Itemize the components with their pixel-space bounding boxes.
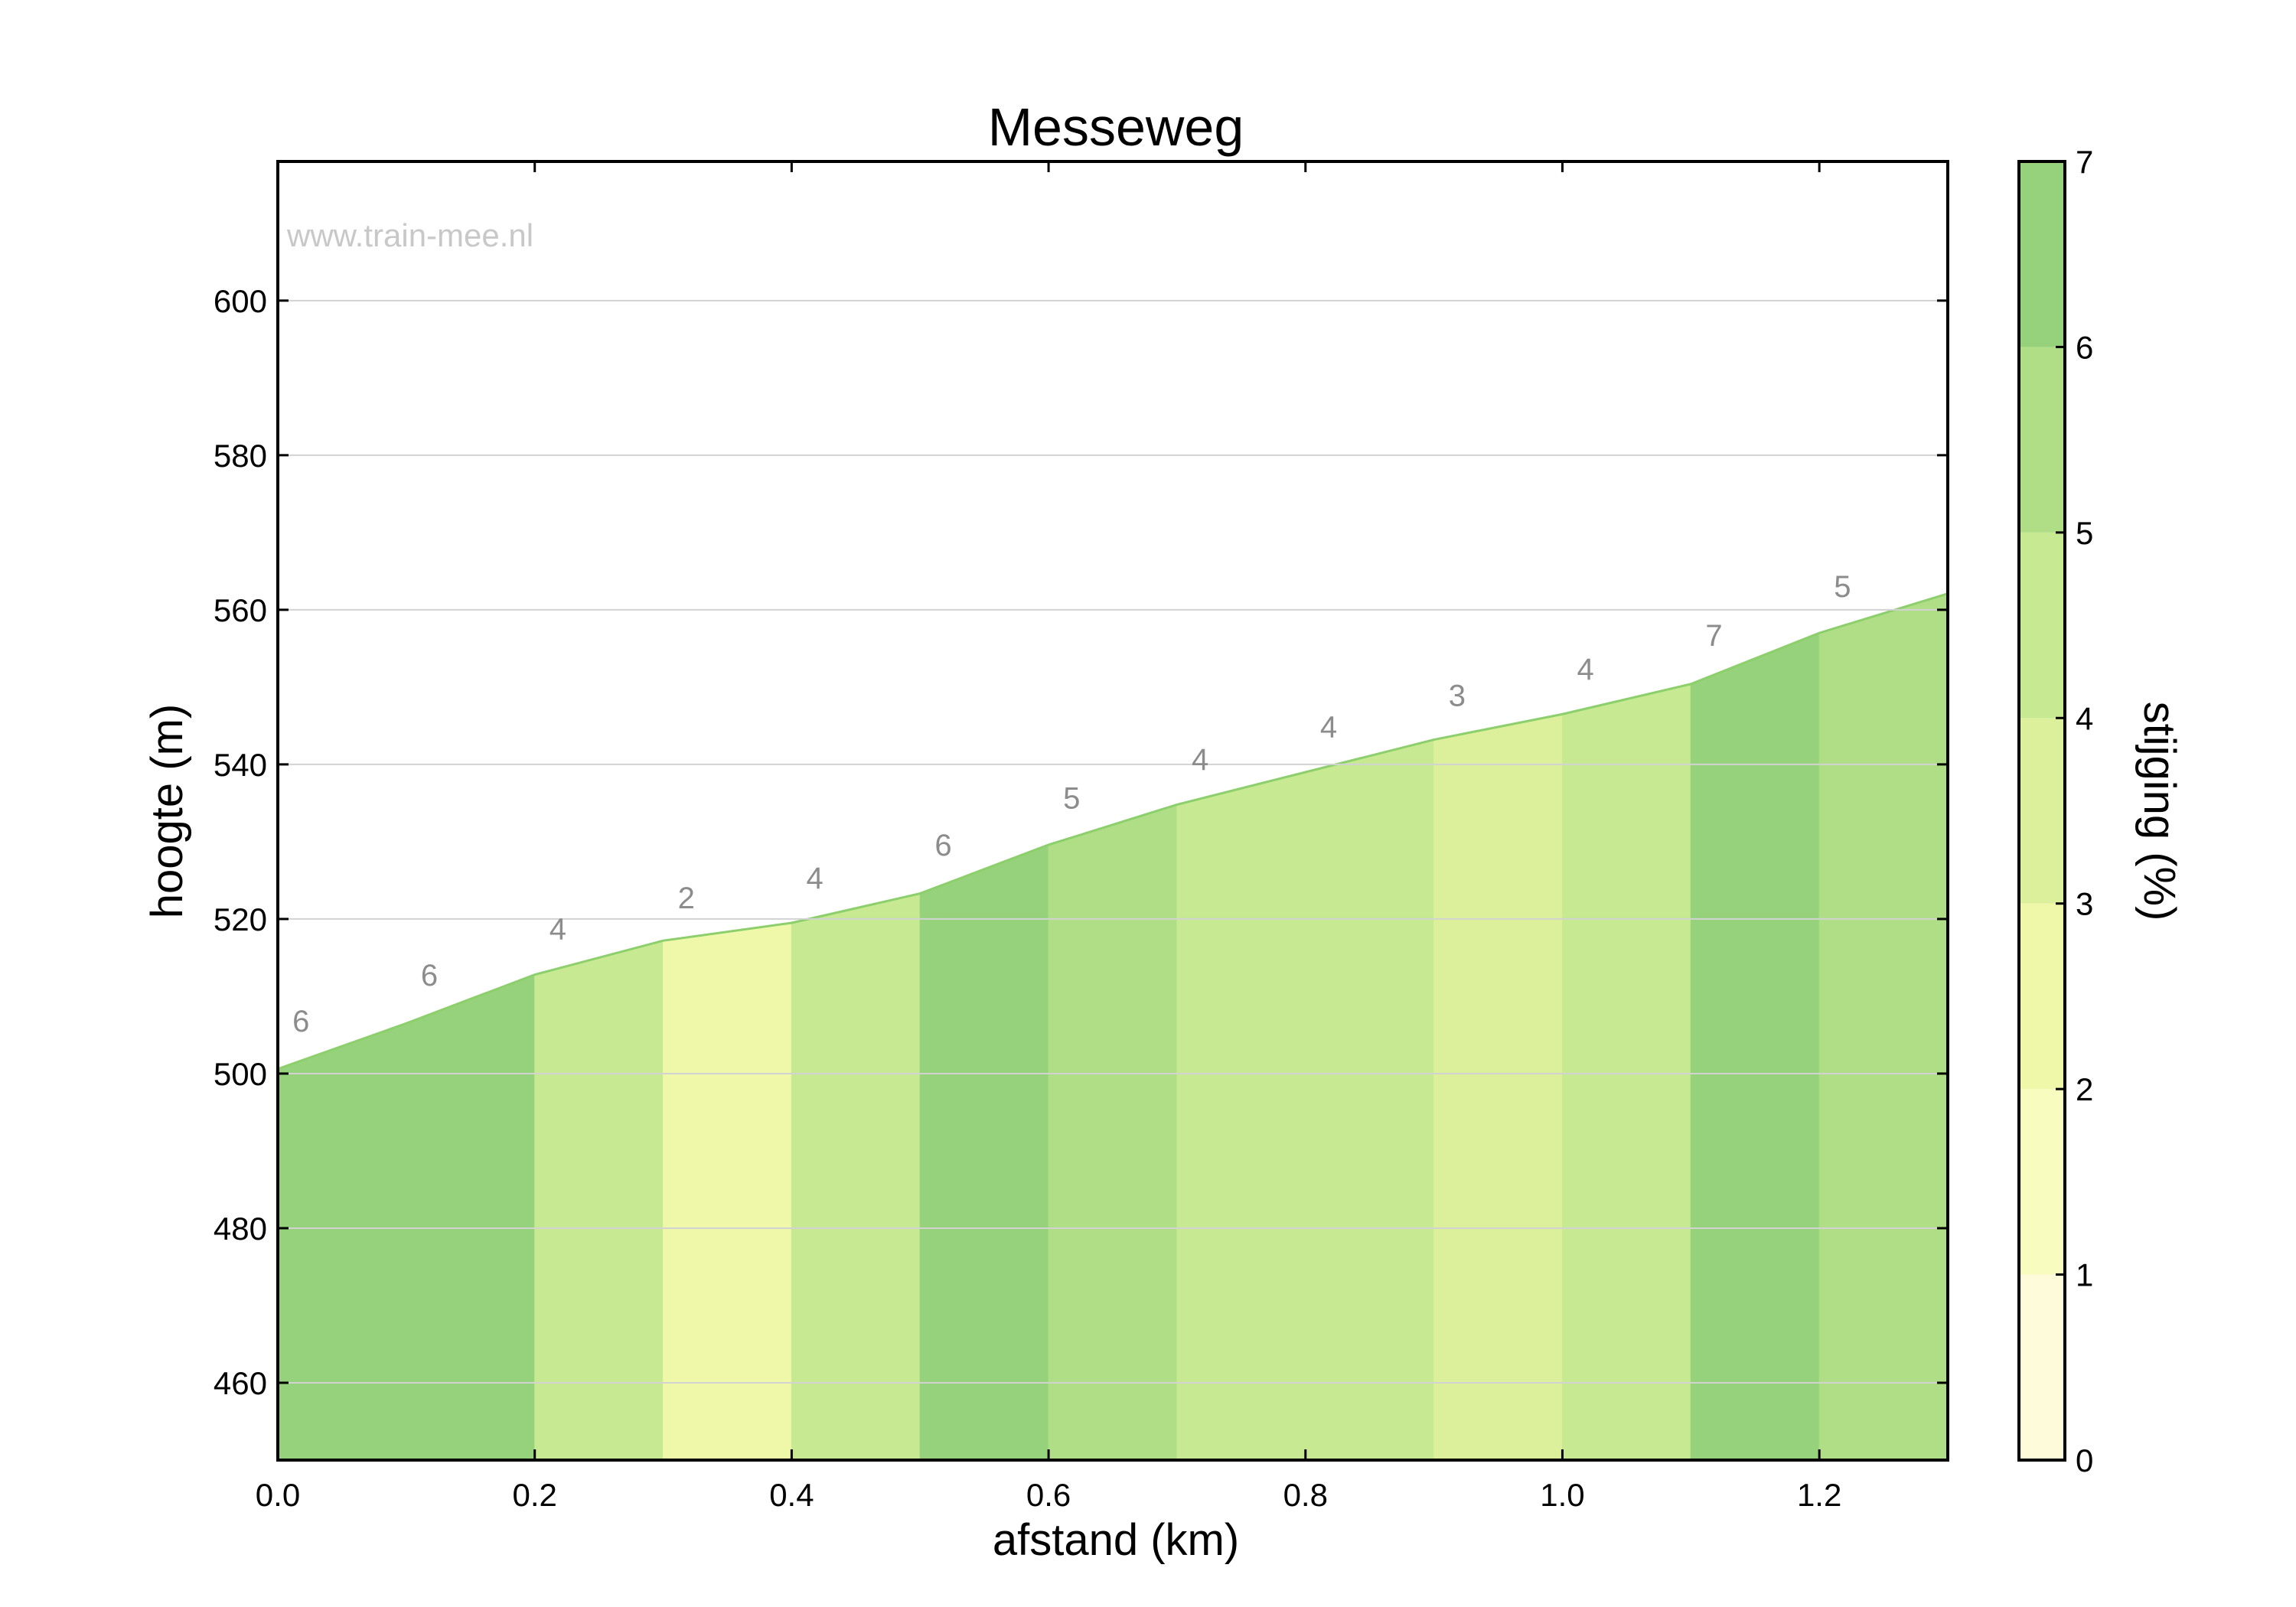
grade-segment-6 (919, 844, 1049, 1461)
y-tick-label: 500 (214, 1056, 267, 1092)
colorbar-tick-label: 3 (2076, 886, 2093, 922)
x-axis-label: afstand (km) (993, 1515, 1239, 1565)
plot-frame (276, 160, 1949, 1462)
grade-label-13: 5 (1834, 570, 1851, 604)
colorbar-tick-label: 0 (2076, 1442, 2093, 1478)
colorbar-tick-label: 1 (2076, 1257, 2093, 1293)
y-tick-label: 540 (214, 747, 267, 783)
x-tick-label: 0.8 (1283, 1477, 1328, 1513)
grade-segment-7 (1048, 804, 1178, 1461)
grade-segment-8 (1176, 771, 1306, 1461)
y-tick-label: 460 (214, 1365, 267, 1401)
grade-label-layer: 6 6 4 2 4 6 5 4 4 3 4 7 5 (292, 570, 1851, 1038)
profile-line (277, 592, 1949, 1071)
colorbar-tick-label: 5 (2076, 515, 2093, 551)
grade-label-1: 6 (292, 1005, 309, 1038)
grade-label-3: 4 (550, 913, 566, 947)
grade-label-7: 5 (1063, 781, 1080, 815)
colorbar-tick-label: 6 (2076, 329, 2093, 365)
y-axis-label: hoogte (m) (142, 704, 192, 918)
colorbar-band-7 (2019, 161, 2065, 347)
y-tick-label: 480 (214, 1211, 267, 1247)
y-tick-label: 600 (214, 283, 267, 319)
x-tick-label: 0.6 (1026, 1477, 1071, 1513)
grade-label-12: 7 (1705, 619, 1722, 653)
tick-layer: 460 480 500 520 540 560 580 600 0.0 0.2 0.4 0.6 0.8 1… (214, 161, 1948, 1513)
colorbar-label: stijging (%) (2135, 702, 2184, 921)
colorbar-band-1 (2019, 1274, 2065, 1460)
x-tick-label: 0.2 (512, 1477, 556, 1513)
x-tick-label: 1.0 (1540, 1477, 1584, 1513)
colorbar-ticks: 0 1 2 3 4 5 6 7 (2056, 144, 2093, 1478)
grade-segment-12 (1690, 632, 1820, 1461)
grade-segment-9 (1305, 738, 1435, 1461)
colorbar-frame (2017, 160, 2066, 1462)
chart-title: Messeweg (988, 97, 1244, 157)
x-tick-label: 1.2 (1797, 1477, 1841, 1513)
watermark: www.train-mee.nl (286, 217, 533, 253)
grade-label-4: 2 (678, 882, 695, 915)
y-tick-label: 520 (214, 901, 267, 937)
segment-layer (277, 592, 1949, 1461)
grade-segment-13 (1818, 592, 1949, 1461)
colorbar-tick-label: 2 (2076, 1071, 2093, 1107)
plot-area: 6 6 4 2 4 6 5 4 4 3 4 7 5 www.train-mee.nl 460 480 500… (214, 160, 1949, 1513)
grade-label-9: 4 (1320, 710, 1337, 744)
grade-segment-5 (791, 892, 921, 1461)
grade-label-10: 3 (1449, 680, 1466, 713)
grade-label-8: 4 (1192, 743, 1208, 777)
y-tick-label: 560 (214, 592, 267, 628)
colorbar-band-6 (2019, 347, 2065, 533)
colorbar-bands (2019, 161, 2065, 1460)
grade-segment-1 (277, 1022, 407, 1461)
grade-label-6: 6 (934, 829, 951, 862)
colorbar: 0 1 2 3 4 5 6 7 stijging (%) (2017, 144, 2184, 1478)
grid-layer (278, 299, 1948, 1384)
grade-segment-10 (1433, 713, 1563, 1461)
colorbar-band-2 (2019, 1089, 2065, 1275)
grade-segment-4 (663, 922, 792, 1461)
colorbar-tick-label: 4 (2076, 700, 2093, 736)
colorbar-band-4 (2019, 718, 2065, 904)
colorbar-band-3 (2019, 903, 2065, 1090)
x-tick-label: 0.4 (769, 1477, 814, 1513)
colorbar-band-5 (2019, 532, 2065, 719)
grade-segment-2 (406, 973, 536, 1461)
grade-label-2: 6 (421, 959, 438, 993)
colorbar-tick-label: 7 (2076, 144, 2093, 180)
grade-label-11: 4 (1577, 653, 1594, 686)
grade-label-5: 4 (806, 862, 823, 895)
x-tick-label: 0.0 (256, 1477, 300, 1513)
y-tick-label: 580 (214, 438, 267, 474)
grade-segment-11 (1561, 683, 1691, 1461)
